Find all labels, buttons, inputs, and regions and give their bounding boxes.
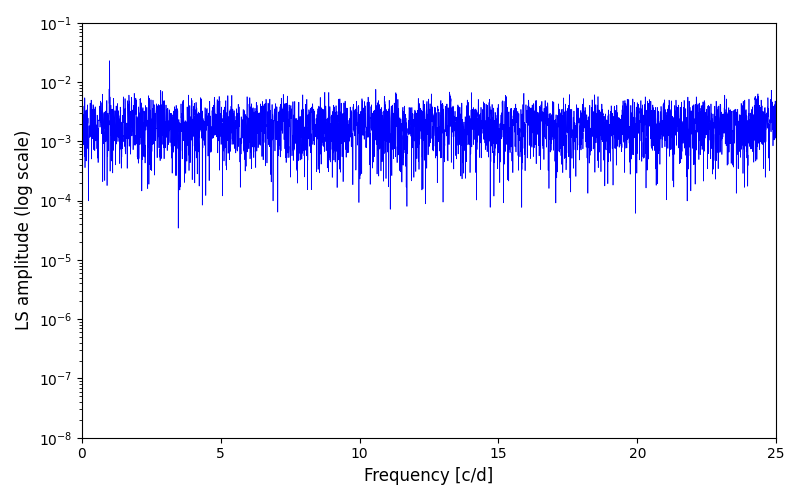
X-axis label: Frequency [c/d]: Frequency [c/d] (364, 467, 494, 485)
Y-axis label: LS amplitude (log scale): LS amplitude (log scale) (15, 130, 33, 330)
